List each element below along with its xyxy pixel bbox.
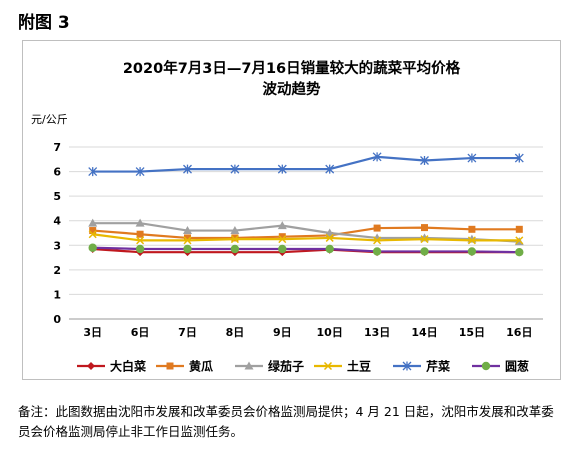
x-tick-label: 9日 [273,326,292,339]
data-point [421,224,428,232]
data-point [89,227,97,235]
data-point [183,226,192,235]
legend-marker [166,362,174,370]
x-tick-label: 7日 [178,326,197,339]
data-point [88,218,98,227]
data-point [135,167,145,177]
y-tick-label: 4 [53,215,61,228]
data-point [136,236,145,245]
data-point [230,226,240,235]
legend-label: 绿茄子 [268,359,304,374]
data-point [420,235,429,244]
y-tick-label: 2 [53,264,61,277]
y-tick-label: 0 [53,313,61,326]
data-point [372,152,382,162]
x-tick-label: 10日 [317,326,343,339]
data-point [515,247,524,257]
x-tick-label: 3日 [83,326,102,339]
data-point [183,164,192,174]
series-line [92,233,520,242]
y-tick-label: 3 [53,239,61,252]
legend-marker [244,361,254,370]
x-tick-label: 16日 [506,326,532,339]
legend-label: 大白菜 [110,359,146,374]
data-point [468,225,476,233]
data-point [88,230,97,239]
y-tick-label: 6 [53,166,61,179]
x-tick-label: 13日 [364,326,390,339]
data-point [325,228,335,237]
data-point [135,218,145,227]
y-tick-label: 7 [53,141,61,154]
data-point [231,234,239,242]
data-point [230,164,240,174]
data-point [420,247,429,256]
data-point [373,236,382,245]
data-point [230,235,239,244]
data-point [278,233,286,241]
data-point [183,236,192,245]
series-line [92,226,520,240]
data-point [514,153,524,163]
data-point [325,244,334,254]
data-point [325,233,334,242]
y-axis-unit-label: 元/公斤 [31,113,68,126]
chart-title: 2020年7月3日—7月16日销量较大的蔬菜平均价格 波动趋势 [23,59,560,101]
legend-label: 芹菜 [426,359,450,374]
legend-label: 土豆 [347,359,371,374]
data-point [467,153,477,163]
data-point [277,164,287,174]
data-point [184,234,191,242]
y-tick-label: 1 [53,288,61,301]
data-point [325,164,335,174]
legend-marker [402,361,412,371]
data-point [88,167,98,177]
data-point [372,247,382,256]
series-line [92,246,520,254]
data-point [467,236,476,245]
chart-title-line1: 2020年7月3日—7月16日销量较大的蔬菜平均价格 [122,61,461,77]
data-point [136,230,144,238]
figure-label: 附图 3 [18,13,70,33]
legend-marker [481,361,491,371]
data-point [135,244,145,254]
data-point [420,156,429,166]
footnote: 备注：此图数据由沈阳市发展和改革委员会价格监测局提供；4 月 21 日起，沈阳市… [18,404,554,439]
y-tick-label: 5 [53,190,61,203]
x-tick-label: 15日 [459,326,485,339]
x-tick-label: 6日 [131,326,150,339]
data-point [278,244,287,254]
legend-marker [323,361,333,371]
data-point [230,244,240,254]
legend-marker [87,362,95,370]
data-point [467,247,477,256]
chart-subtitle: 波动趋势 [262,82,321,98]
data-point [88,243,97,252]
data-point [278,235,287,244]
data-point [277,221,287,230]
legend-label: 黄瓜 [189,359,213,374]
x-tick-label: 8日 [226,326,245,339]
x-tick-label: 14日 [411,326,437,339]
data-point [373,224,381,232]
series-line [92,155,520,173]
data-point [515,236,524,245]
series-line [92,222,520,243]
data-point [183,244,192,254]
chart-container: 2020年7月3日—7月16日销量较大的蔬菜平均价格 波动趋势 元/公斤 0 1 2… [22,40,561,380]
legend-label: 圆葱 [505,359,529,374]
data-point [515,225,523,233]
